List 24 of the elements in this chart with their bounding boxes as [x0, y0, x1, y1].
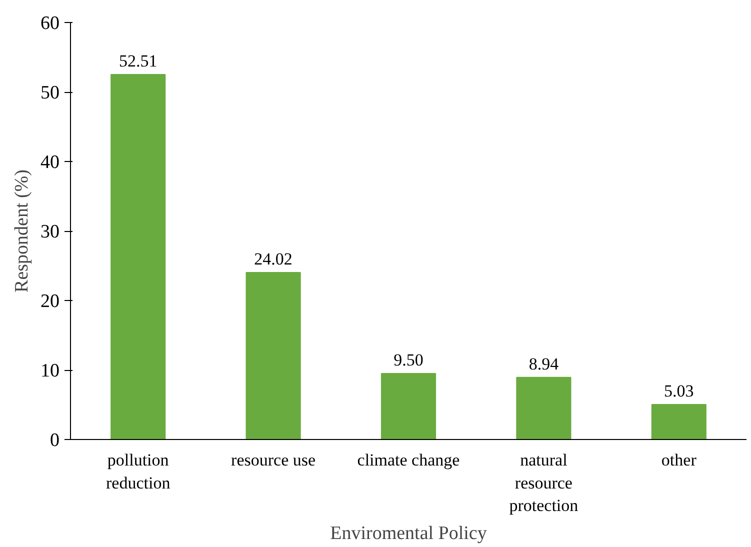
data-label: 5.03: [664, 382, 694, 401]
x-tick-label: climate change: [357, 450, 460, 470]
x-tick-label: pollution reduction: [106, 450, 171, 492]
y-tick-label: 40: [40, 152, 60, 173]
bar: [651, 404, 706, 440]
y-tick-label: 60: [40, 13, 60, 34]
y-tick-label: 30: [40, 222, 60, 242]
y-tick-label: 0: [50, 430, 60, 451]
y-tick-label: 10: [40, 360, 60, 382]
x-tick-label: natural resource protection: [509, 450, 579, 516]
x-tick-label: other: [661, 450, 697, 470]
data-label: 24.02: [254, 250, 292, 269]
bar: [380, 372, 436, 440]
x-axis-title: Enviromental Policy: [330, 523, 488, 544]
y-tick-label: 20: [40, 291, 60, 312]
y-tick-label: 50: [40, 82, 60, 104]
y-axis-title: Respondent (%): [12, 170, 32, 292]
bar: [110, 74, 166, 440]
x-tick-label: resource use: [231, 450, 316, 470]
bar: [246, 272, 301, 440]
data-label: 9.50: [394, 350, 424, 370]
bar: [516, 376, 572, 440]
data-label: 52.51: [118, 52, 158, 71]
data-label: 8.94: [528, 354, 560, 374]
